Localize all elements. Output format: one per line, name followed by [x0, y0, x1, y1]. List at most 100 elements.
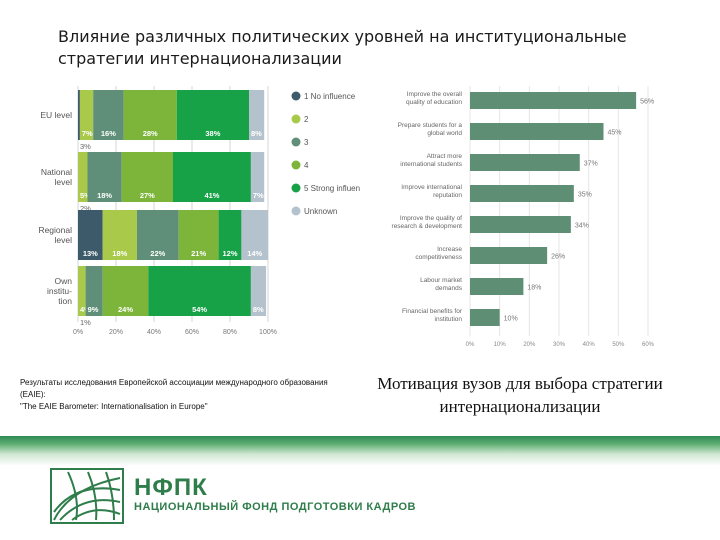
slide-title: Влияние различных политических уровней н…: [58, 27, 627, 68]
x-tick-label: 60%: [642, 342, 655, 348]
globe-logo-icon: [50, 468, 124, 524]
x-tick-label: 10%: [494, 342, 507, 348]
stacked-bar-segment: [85, 266, 103, 316]
segment-value-label: 7%: [82, 129, 93, 138]
motivation-chart: 0% 10% 20% 30% 40% 50% 60% 56% Improve the overa…: [392, 86, 655, 348]
bar-value-label: 35%: [578, 192, 592, 199]
segment-value-label: 12%: [222, 249, 237, 258]
x-tick-label: 50%: [612, 342, 625, 348]
stacked-bar-segment: [176, 90, 249, 140]
x-tick-label: 20%: [523, 342, 536, 348]
motivation-bar: [470, 309, 500, 326]
x-tick-label: 40%: [147, 329, 161, 336]
segment-value-label: 38%: [205, 129, 220, 138]
segment-value-label: 8%: [251, 129, 262, 138]
brand-name: НФПК: [134, 474, 208, 501]
source-line-1: Результаты исследования Европейской ассо…: [20, 378, 328, 399]
x-tick-label: 80%: [223, 329, 237, 336]
legend-marker: [291, 160, 301, 170]
legend-label: 5 Strong influen: [304, 184, 360, 193]
category-label: Labour market demands: [420, 277, 463, 292]
segment-value-label: 13%: [83, 249, 98, 258]
segment-value-label: 8%: [253, 305, 264, 314]
segment-value-label: 54%: [192, 305, 207, 314]
motivation-bar: [470, 92, 637, 109]
segment-value-label: 22%: [150, 249, 165, 258]
segment-value-label: 9%: [88, 305, 99, 314]
stacked-bar-segment: [123, 90, 177, 140]
category-label: Improve the quality of research & develop…: [392, 215, 463, 230]
stacked-bar-segment: [102, 210, 137, 260]
category-label: Increase competitiveness: [415, 246, 462, 261]
bar-value-label: 34%: [575, 223, 589, 230]
category-label: Improve the overall quality of education: [406, 91, 463, 106]
category-label: Prepare students for a global world: [398, 122, 463, 137]
category-label: National level: [41, 167, 72, 187]
motivation-bar: [470, 216, 571, 233]
stacked-bar-segment: [218, 210, 242, 260]
segment-value-label: 21%: [191, 249, 206, 258]
segment-value-label: 14%: [247, 249, 262, 258]
motivation-bar: [470, 185, 574, 202]
bar-value-label: 37%: [584, 161, 598, 168]
category-label: Attract more international students: [400, 153, 463, 168]
motivation-bar: [470, 247, 548, 264]
segment-value-label: 27%: [140, 191, 155, 200]
legend-marker: [291, 91, 301, 101]
x-tick-label: 40%: [583, 342, 596, 348]
source-line-2: "The EAIE Barometer: Internationalisatio…: [20, 402, 208, 411]
motivation-bar: [470, 278, 524, 295]
motivation-bar: [470, 154, 580, 171]
stacked-bar-segment: [78, 152, 88, 202]
stacked-bar-segment: [78, 266, 86, 316]
bar-value-label: 56%: [640, 99, 654, 106]
segment-value-label: 4%: [80, 305, 91, 314]
segment-value-label: 41%: [204, 191, 219, 200]
segment-value-label: 18%: [112, 249, 127, 258]
category-label: EU level: [40, 110, 72, 120]
side-value-label: 1%: [80, 318, 91, 327]
stacked-bar-segment: [250, 266, 267, 316]
x-tick-label: 60%: [185, 329, 199, 336]
bar-value-label: 18%: [527, 285, 541, 292]
bar-value-label: 10%: [504, 316, 518, 323]
brand-full-name: НАЦИОНАЛЬНЫЙ ФОНД ПОДГОТОВКИ КАДРОВ: [134, 501, 417, 513]
stacked-bar-segment: [178, 210, 219, 260]
segment-value-label: 18%: [97, 191, 112, 200]
x-tick-label: 0%: [73, 329, 83, 336]
stacked-bar-segment: [241, 210, 268, 260]
category-label: Own institu-tion: [47, 276, 72, 306]
legend-label: 4: [304, 161, 309, 170]
legend-marker: [291, 206, 301, 216]
stacked-bar-segment: [102, 266, 149, 316]
stacked-bar-segment: [121, 152, 173, 202]
legend-marker: [291, 114, 301, 124]
legend-label: 3: [304, 138, 309, 147]
stacked-bar-segment: [249, 90, 265, 140]
stacked-bar-segment: [79, 90, 94, 140]
x-tick-label: 20%: [109, 329, 123, 336]
category-label: Financial benefits for institution: [402, 308, 463, 323]
stacked-bar-segment: [136, 210, 179, 260]
stacked-bar-segment: [173, 152, 251, 202]
x-tick-label: 100%: [259, 329, 277, 336]
legend-marker: [291, 183, 301, 193]
stacked-bar-segment: [87, 152, 122, 202]
legend-marker: [291, 137, 301, 147]
chart-caption: Мотивация вузов для выбора стратегии инт…: [377, 374, 663, 416]
stacked-bar-segment: [78, 90, 80, 140]
bar-value-label: 26%: [551, 254, 565, 261]
x-tick-label: 30%: [553, 342, 566, 348]
segment-value-label: 24%: [118, 305, 133, 314]
side-value-label: 2%: [80, 204, 91, 213]
segment-value-label: 28%: [143, 129, 158, 138]
segment-value-label: 16%: [101, 129, 116, 138]
side-value-label: 3%: [80, 142, 91, 151]
motivation-bar: [470, 123, 604, 140]
legend-label: Unknown: [304, 207, 337, 216]
stacked-bar-segment: [93, 90, 124, 140]
stacked-bar-segment: [250, 152, 265, 202]
legend-label: 2: [304, 115, 309, 124]
category-label: Regional level: [38, 225, 72, 245]
